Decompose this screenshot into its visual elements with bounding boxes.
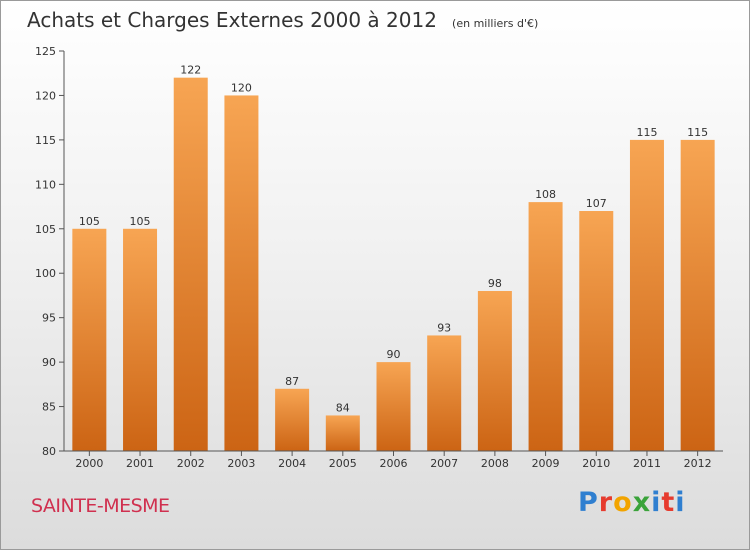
chart-title: Achats et Charges Externes 2000 à 2012 <box>27 8 437 32</box>
data-label-2006: 90 <box>387 348 401 361</box>
bar-2008 <box>477 291 512 451</box>
data-label-2003: 120 <box>231 81 252 94</box>
data-label-2010: 107 <box>586 197 607 210</box>
logo-letter: x <box>632 487 652 518</box>
y-tick-label: 120 <box>35 89 56 102</box>
data-label-2005: 84 <box>336 401 350 414</box>
data-label-2011: 115 <box>636 126 657 139</box>
y-tick-label: 95 <box>42 312 56 325</box>
y-tick-label: 105 <box>35 223 56 236</box>
title-row: Achats et Charges Externes 2000 à 2012 (… <box>27 8 538 32</box>
x-tick-label: 2003 <box>227 457 255 470</box>
y-tick-label: 90 <box>42 356 56 369</box>
y-tick-label: 110 <box>35 178 56 191</box>
y-tick-label: 100 <box>35 267 56 280</box>
bar-2012 <box>680 139 715 451</box>
bar-2004 <box>275 388 310 451</box>
data-label-2001: 105 <box>130 215 151 228</box>
data-label-2002: 122 <box>180 64 201 77</box>
bars-layer <box>72 77 715 452</box>
bar-2005 <box>325 415 360 451</box>
x-tick-label: 2010 <box>582 457 610 470</box>
logo-letter: P <box>578 487 599 518</box>
bar-2001 <box>123 228 158 451</box>
data-label-2007: 93 <box>437 321 451 334</box>
labels-layer: 80 85 90 95 100 105 110 115 120 125 2000 105 2001 105… <box>35 45 712 470</box>
x-tick-label: 2001 <box>126 457 154 470</box>
data-label-2004: 87 <box>285 375 299 388</box>
x-tick-label: 2009 <box>532 457 560 470</box>
data-label-2008: 98 <box>488 277 502 290</box>
y-tick-label: 80 <box>42 445 56 458</box>
x-tick-label: 2008 <box>481 457 509 470</box>
bar-2003 <box>224 95 259 451</box>
x-tick-label: 2004 <box>278 457 306 470</box>
x-tick-label: 2002 <box>177 457 205 470</box>
x-tick-label: 2006 <box>380 457 408 470</box>
data-label-2000: 105 <box>79 215 100 228</box>
data-label-2009: 108 <box>535 188 556 201</box>
bar-2007 <box>427 335 462 451</box>
y-tick-label: 115 <box>35 134 56 147</box>
y-tick-label: 85 <box>42 401 56 414</box>
place-name: SAINTE-MESME <box>31 495 170 517</box>
x-tick-label: 2012 <box>684 457 712 470</box>
logo-letter: i <box>651 487 662 518</box>
axes-layer <box>59 50 723 456</box>
x-tick-label: 2011 <box>633 457 661 470</box>
chart-unit-note: (en milliers d'€) <box>452 17 539 30</box>
bar-2000 <box>72 228 107 451</box>
logo-letter: r <box>598 487 614 518</box>
x-tick-label: 2007 <box>430 457 458 470</box>
bar-2002 <box>173 77 208 452</box>
bar-2009 <box>528 202 563 451</box>
bar-2011 <box>629 139 664 451</box>
y-tick-label: 125 <box>35 45 56 58</box>
proxiti-logo[interactable]: Proxiti <box>578 487 686 518</box>
bar-2010 <box>579 211 614 451</box>
x-tick-label: 2000 <box>75 457 103 470</box>
logo-letter: o <box>613 487 633 518</box>
logo-letter: t <box>661 487 676 518</box>
logo-letter: i <box>675 487 686 518</box>
bar-2006 <box>376 362 411 451</box>
data-label-2012: 115 <box>687 126 708 139</box>
x-tick-label: 2005 <box>329 457 357 470</box>
